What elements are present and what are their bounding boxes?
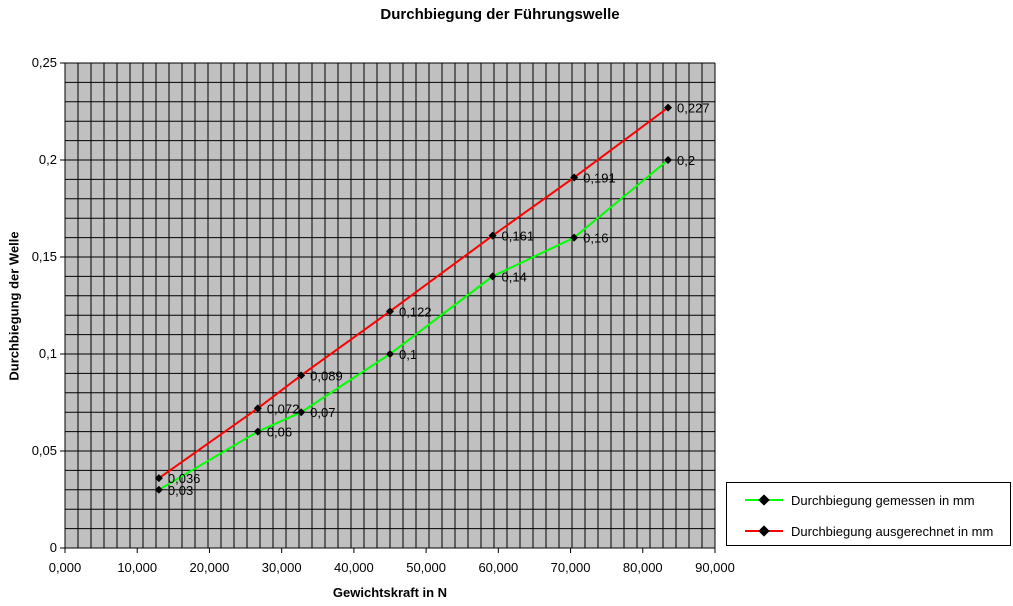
x-tick-label: 80,000 xyxy=(623,560,663,575)
data-point xyxy=(664,156,673,164)
data-point xyxy=(297,371,306,380)
data-point xyxy=(386,350,394,358)
data-label: 0,227 xyxy=(677,101,710,116)
x-tick-label: 20,000 xyxy=(190,560,230,575)
data-label: 0,089 xyxy=(310,368,343,383)
data-label: 0,03 xyxy=(168,483,193,498)
data-point xyxy=(570,173,579,182)
data-label: 0,191 xyxy=(583,170,616,185)
data-label: 0,036 xyxy=(168,471,201,486)
legend: Durchbiegung gemessen in mm Durchbiegung… xyxy=(726,482,1011,546)
legend-swatch-measured xyxy=(745,494,783,506)
data-point xyxy=(253,427,262,436)
y-tick-label: 0,15 xyxy=(32,249,57,264)
data-label: 0,1 xyxy=(399,347,417,362)
data-point xyxy=(386,307,394,316)
data-point xyxy=(488,272,497,281)
legend-item-calculated: Durchbiegung ausgerechnet in mm xyxy=(745,523,993,539)
data-label: 0,161 xyxy=(502,229,535,244)
data-point xyxy=(253,404,262,413)
data-label: 0,2 xyxy=(677,153,695,168)
data-label: 0,06 xyxy=(267,425,292,440)
legend-item-measured: Durchbiegung gemessen in mm xyxy=(745,492,975,508)
x-tick-label: 0,000 xyxy=(49,560,82,575)
data-point xyxy=(570,233,579,242)
x-tick-label: 90,000 xyxy=(695,560,735,575)
data-label: 0,07 xyxy=(310,405,335,420)
data-label: 0,16 xyxy=(583,231,608,246)
x-tick-label: 50,000 xyxy=(406,560,446,575)
data-point xyxy=(297,408,306,417)
data-point xyxy=(488,231,497,240)
chart-title: Durchbiegung der Führungswelle xyxy=(380,6,620,23)
x-tick-label: 10,000 xyxy=(117,560,157,575)
y-tick-label: 0 xyxy=(50,540,57,555)
y-tick-label: 0,25 xyxy=(32,55,57,70)
y-tick-label: 0,2 xyxy=(39,152,57,167)
data-label: 0,122 xyxy=(399,304,432,319)
y-tick-label: 0,1 xyxy=(39,346,57,361)
legend-label-calculated: Durchbiegung ausgerechnet in mm xyxy=(791,523,994,539)
x-tick-label: 70,000 xyxy=(551,560,591,575)
data-point xyxy=(664,103,673,112)
data-point xyxy=(154,485,163,494)
data-label: 0,14 xyxy=(502,269,527,284)
data-label: 0,072 xyxy=(267,401,300,416)
x-tick-label: 40,000 xyxy=(334,560,374,575)
data-point xyxy=(154,474,163,483)
y-tick-label: 0,05 xyxy=(32,443,57,458)
x-tick-label: 30,000 xyxy=(262,560,302,575)
legend-swatch-calculated xyxy=(745,525,783,537)
x-tick-label: 60,000 xyxy=(478,560,518,575)
legend-label-measured: Durchbiegung gemessen in mm xyxy=(791,492,975,508)
x-axis-label: Gewichtskraft in N xyxy=(332,585,448,600)
